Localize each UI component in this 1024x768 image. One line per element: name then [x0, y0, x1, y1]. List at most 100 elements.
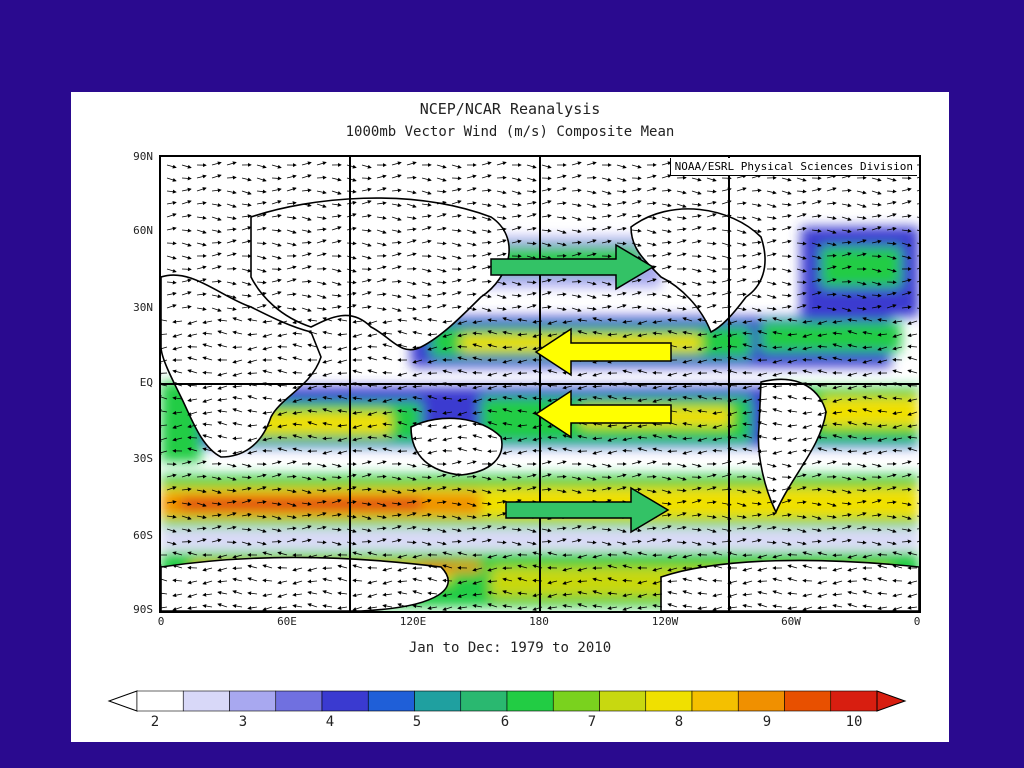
wind-vector	[736, 278, 747, 283]
wind-vector	[496, 203, 507, 208]
wind-vector	[691, 177, 702, 182]
wind-vector	[757, 343, 768, 348]
wind-vector	[241, 177, 252, 182]
wind-vector	[751, 294, 762, 299]
wind-vector	[556, 229, 567, 234]
colorbar-label-9: 9	[762, 714, 772, 730]
wind-vector	[787, 359, 798, 364]
wind-vector	[616, 164, 627, 169]
wind-vector	[871, 190, 882, 195]
wind-vector	[847, 449, 858, 454]
wind-vector	[526, 200, 537, 205]
wind-vector	[811, 305, 822, 310]
wind-vector	[331, 239, 342, 244]
wind-vector	[826, 265, 837, 270]
wind-vector	[511, 239, 522, 244]
wind-vector	[607, 382, 618, 387]
wind-vector	[871, 281, 882, 286]
wind-vector	[631, 228, 642, 233]
colorbar-cell	[506, 690, 554, 712]
wind-vector	[802, 333, 813, 338]
wind-vector	[736, 242, 747, 247]
wind-vector	[661, 265, 672, 270]
wind-vector	[466, 265, 477, 270]
wind-vector	[817, 344, 828, 349]
wind-vector	[691, 190, 702, 195]
wind-vector	[901, 214, 912, 219]
wind-vector	[286, 307, 297, 311]
wind-vector	[496, 239, 507, 244]
wind-vector	[697, 332, 708, 337]
wind-vector	[421, 281, 432, 286]
wind-vector	[901, 200, 912, 205]
wind-vector	[316, 306, 327, 311]
wind-vector	[781, 226, 792, 231]
wind-vector	[406, 203, 417, 208]
wind-vector	[526, 189, 537, 194]
wind-vector	[862, 384, 873, 389]
wind-vector	[271, 176, 282, 181]
wind-vector	[541, 200, 552, 205]
wind-vector	[907, 369, 918, 374]
wind-vector	[211, 279, 222, 284]
figure-title: NCEP/NCAR Reanalysis	[419, 100, 601, 118]
wind-vector	[811, 228, 822, 233]
colorbar-label-8: 8	[674, 714, 684, 730]
wind-vector	[526, 226, 537, 231]
wind-vector	[331, 281, 342, 286]
wind-vector	[211, 252, 222, 257]
wind-vector	[262, 319, 273, 324]
wind-vector	[706, 304, 717, 309]
wind-vector	[496, 306, 507, 311]
wind-vector	[736, 201, 747, 206]
wind-vector	[631, 305, 642, 310]
wind-vector	[817, 320, 828, 325]
wind-vector	[232, 330, 243, 335]
wind-vector	[376, 174, 387, 179]
wind-vector	[811, 278, 822, 283]
wind-vector	[811, 255, 822, 260]
colorbar-cell	[552, 690, 600, 712]
wind-vector	[457, 333, 468, 338]
wind-vector	[352, 319, 363, 324]
wind-vector	[721, 187, 732, 192]
wind-vector	[571, 203, 582, 208]
wind-vector	[397, 330, 408, 335]
wind-vector	[811, 200, 822, 205]
wind-vector	[712, 333, 723, 338]
wind-vector	[856, 281, 867, 286]
wind-vector	[316, 252, 327, 257]
wind-vector	[301, 294, 312, 299]
wind-vector	[736, 229, 747, 234]
wind-vector	[646, 174, 657, 179]
wind-vector	[862, 359, 873, 364]
wind-vector	[481, 307, 492, 312]
wind-vector	[781, 177, 792, 182]
wind-vector	[871, 304, 882, 309]
wind-vector	[211, 307, 222, 312]
wind-vector	[226, 306, 237, 311]
wind-vector	[211, 161, 222, 166]
wind-vector	[262, 382, 273, 387]
wind-vector	[391, 229, 402, 234]
wind-vector	[502, 384, 513, 389]
figure-panel: NCEP/NCAR Reanalysis 1000mb Vector Wind …	[71, 92, 949, 742]
wind-vector	[886, 177, 897, 182]
wind-vector	[676, 252, 687, 257]
wind-vector	[751, 188, 762, 193]
wind-vector	[712, 369, 723, 374]
wind-vector	[391, 307, 402, 312]
wind-vector	[472, 331, 483, 336]
wind-vector	[166, 200, 177, 205]
wind-vector	[496, 161, 507, 166]
wind-vector	[811, 242, 822, 247]
wind-vector	[277, 383, 288, 388]
wind-vector	[187, 333, 198, 338]
wind-vector	[451, 213, 462, 218]
wind-vector	[511, 190, 522, 195]
wind-vector	[787, 318, 798, 322]
wind-vector	[706, 189, 717, 194]
wind-vector	[412, 372, 423, 377]
wind-vector	[346, 255, 357, 260]
wind-vector	[376, 292, 387, 297]
